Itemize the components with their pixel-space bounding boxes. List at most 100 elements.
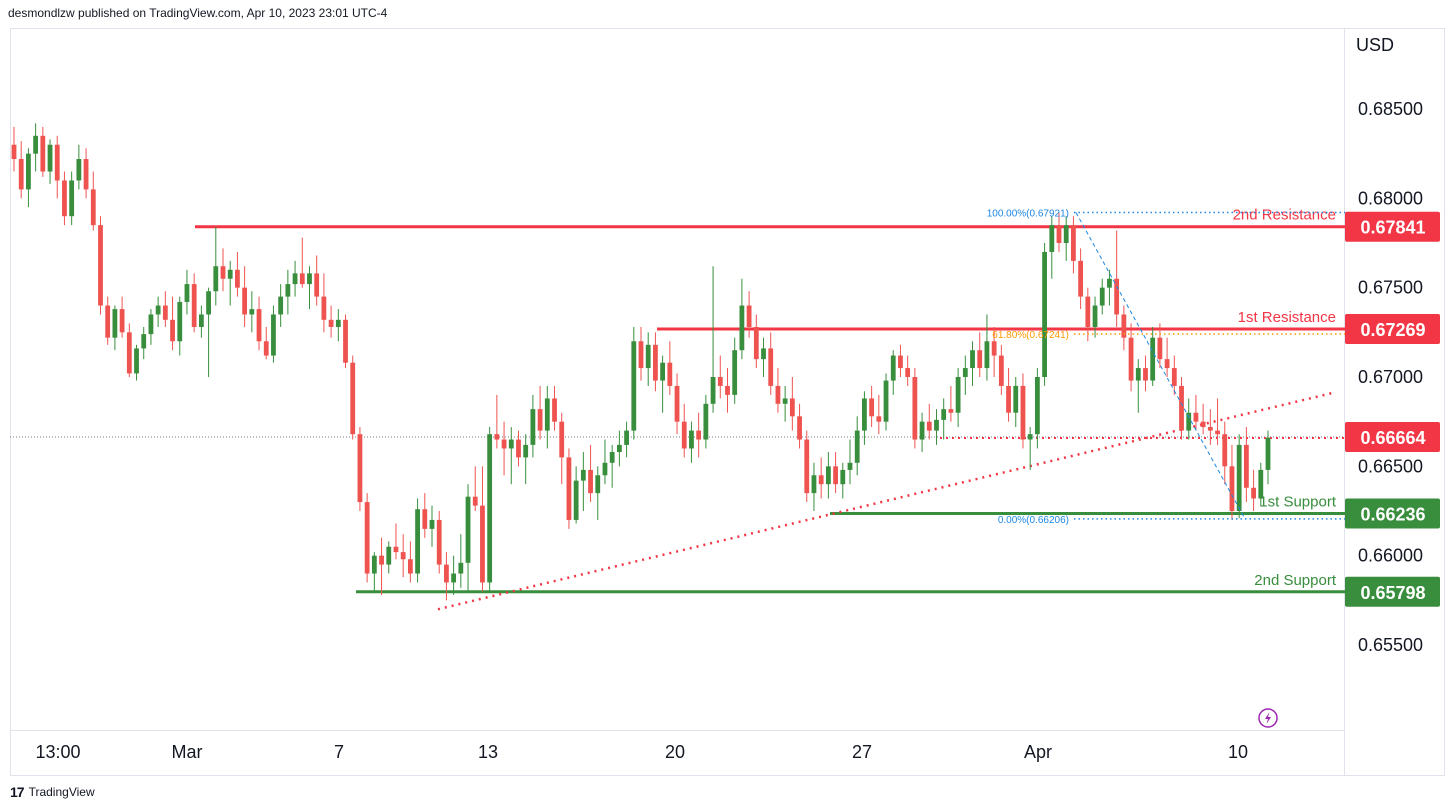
tv-logo-icon: 17 <box>10 784 25 800</box>
candle-body <box>1229 466 1235 511</box>
candle-body <box>62 180 67 217</box>
candle-body <box>544 398 550 431</box>
candle-body <box>487 434 493 583</box>
candle-body <box>314 273 320 297</box>
overlay-layer: 100.00%(0.67921) 61.80%(0.67241) 0.00%(0.6… <box>987 208 1345 526</box>
candle-body <box>119 309 125 333</box>
candle-body <box>782 398 788 404</box>
candle-body <box>761 348 766 360</box>
candle-body <box>1049 225 1055 252</box>
x-tick-label: 20 <box>665 742 685 762</box>
candle-body <box>580 469 586 481</box>
candle-body <box>840 469 846 485</box>
candle-body <box>350 362 356 435</box>
candle-body <box>753 326 759 360</box>
candle-body <box>444 564 449 583</box>
candle-body <box>1027 434 1033 440</box>
candle-body <box>364 502 370 574</box>
candle-body <box>162 305 168 320</box>
time-axis[interactable] <box>10 731 1345 776</box>
candle-body <box>235 269 240 288</box>
candle-body <box>271 314 276 356</box>
candle-body <box>1243 444 1249 488</box>
candle-body <box>1006 385 1011 413</box>
candle-body <box>1135 368 1141 381</box>
candle-body <box>47 144 53 172</box>
candle-body <box>825 466 831 485</box>
candle-body <box>905 368 911 377</box>
candle-body <box>198 314 204 327</box>
candle-body <box>400 552 406 560</box>
rising-trendline <box>437 391 1333 611</box>
candle-body <box>645 344 651 369</box>
candle-body <box>191 284 197 327</box>
candle-body <box>631 341 637 431</box>
candle-body <box>674 385 680 422</box>
candle-body <box>1063 225 1069 243</box>
candle-body <box>818 475 824 485</box>
candle-body <box>386 546 392 565</box>
candle-body <box>40 135 46 172</box>
candle-body <box>69 180 75 217</box>
candle-body <box>919 421 925 440</box>
candle-body <box>847 462 853 470</box>
y-tick-label: 0.66000 <box>1358 546 1423 566</box>
price-badge-2nd-resistance: 0.67841 <box>1360 218 1425 238</box>
candle-body <box>552 398 557 422</box>
tradingview-footer[interactable]: 17 TradingView <box>10 784 95 800</box>
candle-body <box>379 555 384 565</box>
candle-body <box>1157 337 1163 360</box>
candle-body <box>934 419 939 431</box>
candle-body <box>105 305 111 338</box>
candles-layer <box>11 123 1271 601</box>
candle-body <box>696 430 702 440</box>
candle-body <box>480 505 485 583</box>
candle-body <box>862 398 867 431</box>
candle-body <box>83 159 89 190</box>
candle-body <box>710 377 716 404</box>
level-label-2nd-support: 2nd Support <box>1254 572 1337 589</box>
price-axis[interactable] <box>1345 28 1445 776</box>
candle-body <box>1085 296 1091 327</box>
chart-pane[interactable] <box>10 28 1345 731</box>
candle-body <box>26 153 31 190</box>
candle-body <box>213 266 219 292</box>
fib-trend-line <box>1075 212 1246 520</box>
price-badge-1st-resistance: 0.67269 <box>1360 320 1425 340</box>
candle-body <box>869 398 875 417</box>
candle-body <box>134 348 139 374</box>
candle-body <box>227 269 233 279</box>
candle-body <box>530 409 536 445</box>
candle-body <box>616 444 622 453</box>
candle-body <box>1092 305 1098 327</box>
y-tick-label: 0.67500 <box>1358 278 1423 298</box>
candle-body <box>1042 251 1047 377</box>
candle-body <box>717 377 723 386</box>
y-tick-label: 0.66500 <box>1358 456 1423 476</box>
candle-body <box>1251 487 1256 499</box>
candle-body <box>76 159 82 181</box>
candle-body <box>458 562 464 574</box>
candle-body <box>775 385 781 404</box>
candle-body <box>962 368 968 377</box>
candle-body <box>991 341 997 356</box>
candle-body <box>112 309 118 338</box>
candle-body <box>854 430 860 463</box>
candle-body <box>1171 368 1177 386</box>
y-tick-label: 0.68500 <box>1358 99 1423 119</box>
candle-body <box>1150 337 1156 381</box>
candle-body <box>1056 225 1062 243</box>
replay-bolt-icon[interactable] <box>1258 708 1278 728</box>
candle-body <box>667 362 673 386</box>
candle-body <box>1207 427 1213 431</box>
candle-body <box>371 555 377 574</box>
candle-body <box>876 416 882 422</box>
x-tick-label: 7 <box>334 742 344 762</box>
price-badge-last-bg <box>1345 422 1440 453</box>
candle-body <box>278 296 284 315</box>
candle-body <box>1099 287 1105 306</box>
currency-label: USD <box>1356 35 1394 55</box>
candle-body <box>472 496 478 506</box>
candle-body <box>898 355 903 369</box>
